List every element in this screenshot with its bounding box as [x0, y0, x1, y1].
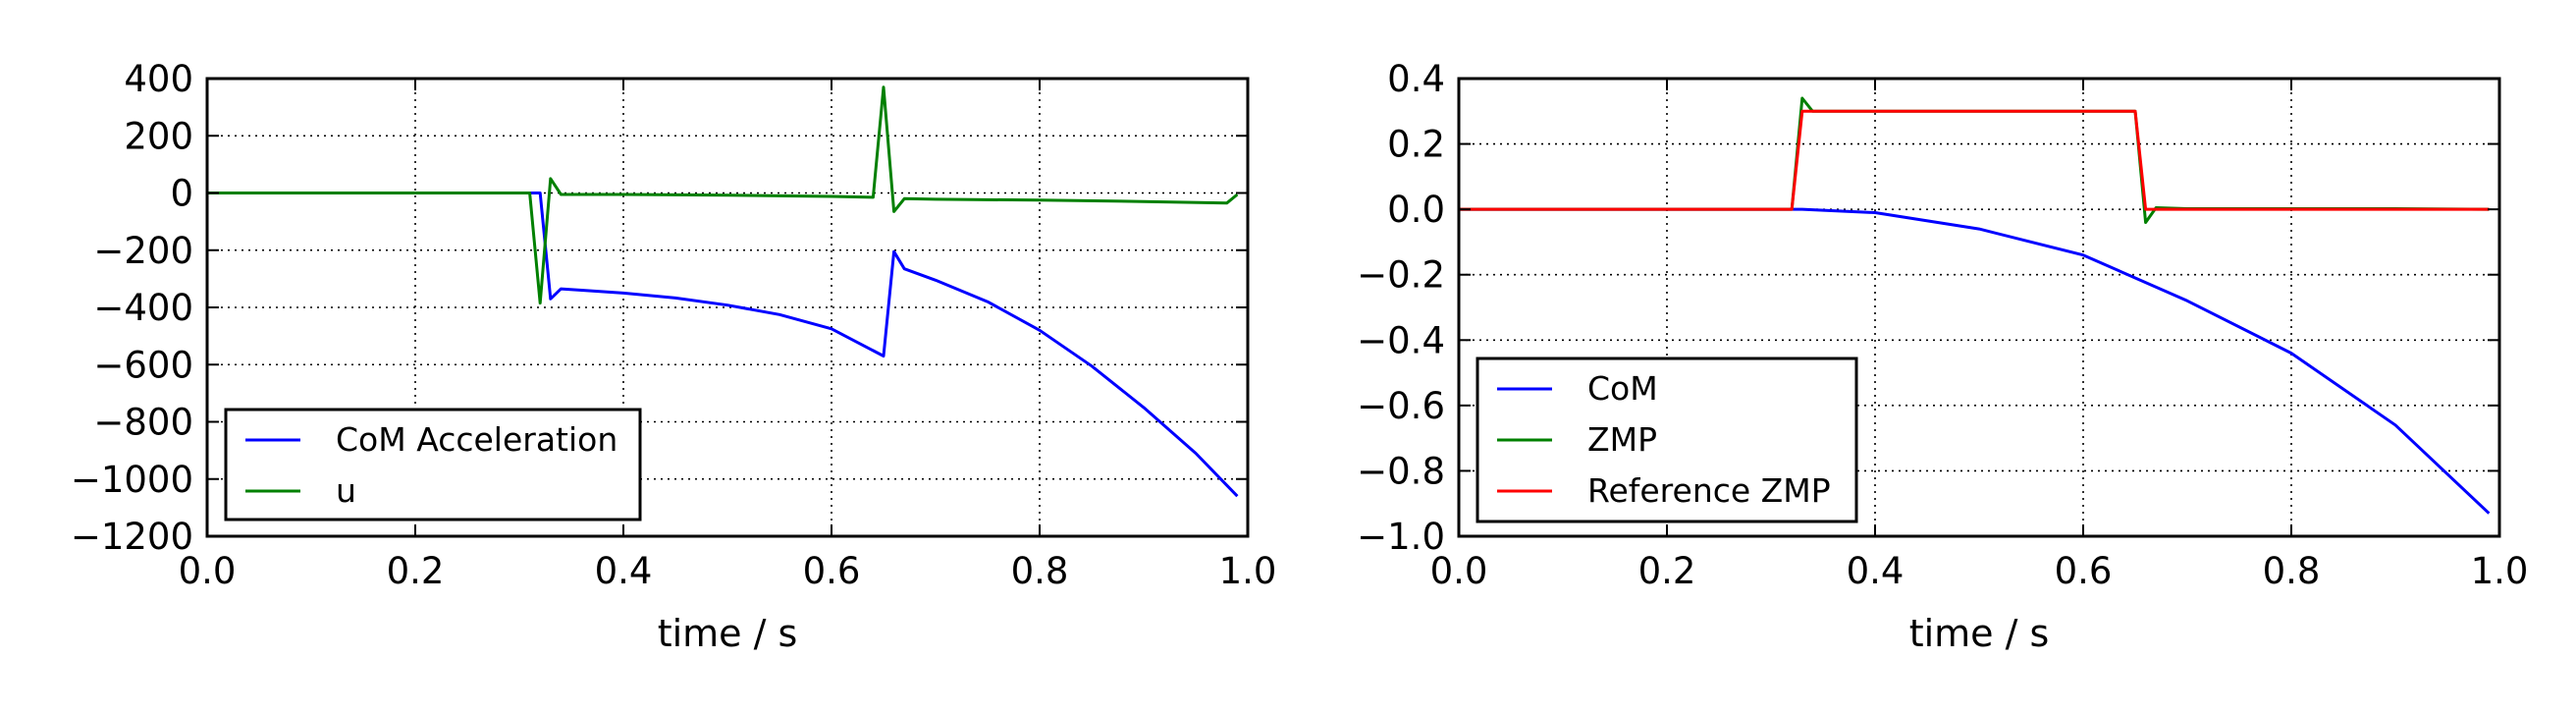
axes-frame — [1457, 77, 2501, 538]
x-tick-label: 0.4 — [595, 550, 653, 592]
y-tick-label: −0.8 — [1357, 450, 1445, 492]
x-tick-label: 0.0 — [179, 550, 237, 592]
y-tick-label: 0.4 — [1387, 58, 1445, 100]
x-tick-label: 0.6 — [2055, 550, 2113, 592]
series-line-com-acceleration — [207, 192, 1239, 498]
y-tick-label: −1000 — [71, 459, 193, 501]
x-tick-label: 0.2 — [1638, 550, 1696, 592]
x-tick-label: 0.6 — [803, 550, 861, 592]
y-tick-label: −0.4 — [1357, 319, 1445, 361]
y-tick-label: −600 — [93, 344, 193, 386]
x-tick-label: 0.2 — [387, 550, 445, 592]
x-tick-label: 0.0 — [1430, 550, 1488, 592]
y-tick-label: 0 — [170, 173, 193, 215]
legend: CoM ZMP Reference ZMP — [1476, 357, 1858, 523]
x-tick-label: 0.8 — [1011, 550, 1069, 592]
y-tick-label: −0.6 — [1357, 385, 1445, 427]
series-line-reference-zmp — [1459, 109, 2490, 211]
x-tick-label: 1.0 — [2471, 550, 2529, 592]
chart-panel-1: 0.0 0.2 0.4 0.6 0.8 1.0 400 200 0 −200 −400 −600 −80… — [71, 58, 1277, 655]
y-tick-label: 400 — [124, 58, 193, 100]
y-tick-label: −200 — [93, 230, 193, 272]
legend-label: Reference ZMP — [1587, 471, 1831, 510]
y-tick-label: 0.0 — [1387, 189, 1445, 231]
legend-label: CoM — [1587, 369, 1658, 408]
legend-box — [224, 408, 642, 522]
y-tick-label: 0.2 — [1387, 124, 1445, 166]
y-tick-label: −400 — [93, 287, 193, 329]
legend-label: u — [336, 471, 356, 510]
x-tick-label: 0.8 — [2263, 550, 2321, 592]
y-tick-label: −1200 — [71, 516, 193, 558]
y-tick-label: −1.0 — [1357, 516, 1445, 558]
x-tick-label: 0.4 — [1847, 550, 1905, 592]
x-axis-label: time / s — [1909, 612, 2050, 655]
chart-panel-2: 0.0 0.2 0.4 0.6 0.8 1.0 0.4 0.2 0.0 −0.2 −0.4 −0.6 −… — [1357, 58, 2528, 655]
y-tick-label: −0.2 — [1357, 254, 1445, 297]
legend: CoM Acceleration u — [224, 408, 642, 522]
x-axis-label: time / s — [658, 612, 798, 655]
x-tick-label: 1.0 — [1219, 550, 1277, 592]
series-line-zmp — [1459, 96, 2490, 224]
y-tick-label: 200 — [124, 115, 193, 157]
y-tick-label: −800 — [93, 402, 193, 444]
legend-label: ZMP — [1587, 420, 1657, 459]
series-line-u — [207, 85, 1239, 305]
legend-label: CoM Acceleration — [336, 420, 617, 459]
